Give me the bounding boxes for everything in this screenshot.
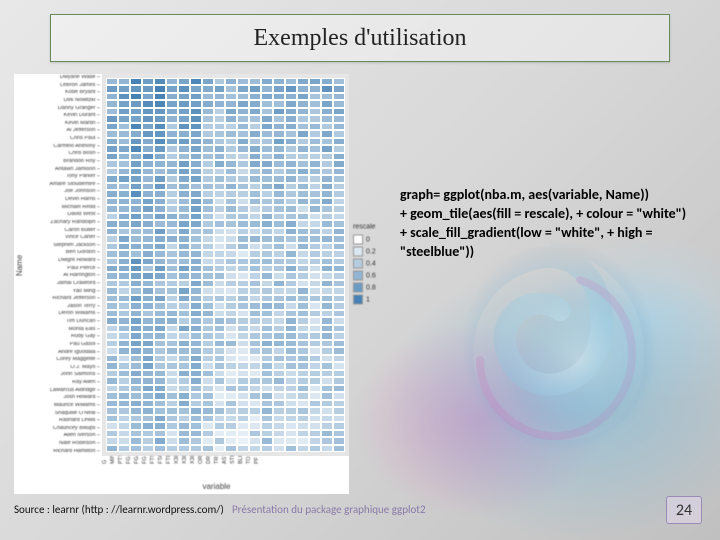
- footer-text: Présentation du package graphique ggplot…: [232, 503, 426, 516]
- code-snippet: graph= ggplot(nba.m, aes(variable, Name)…: [400, 186, 712, 262]
- x-axis-labels: GMINPTSFGMFGAFGPFTMFTAFTPX3PMX3PAX3PPORB…: [14, 456, 349, 482]
- heatmap-grid: [102, 74, 349, 456]
- heatmap-chart: Name Dwyane Wade –LeBron James –Kobe Bry…: [14, 74, 349, 494]
- source-citation: Source : learnr (http : //learnr.wordpre…: [14, 503, 224, 516]
- slide-title-box: Exemples d'utilisation: [50, 14, 670, 62]
- page-number: 24: [666, 496, 702, 524]
- x-axis-label: variable: [14, 482, 349, 494]
- color-legend: rescale 00.20.40.60.81: [353, 224, 395, 307]
- y-axis-names: Dwyane Wade –LeBron James –Kobe Bryant –…: [26, 74, 102, 456]
- y-axis-label: Name: [14, 74, 26, 456]
- slide-title: Exemples d'utilisation: [254, 25, 467, 52]
